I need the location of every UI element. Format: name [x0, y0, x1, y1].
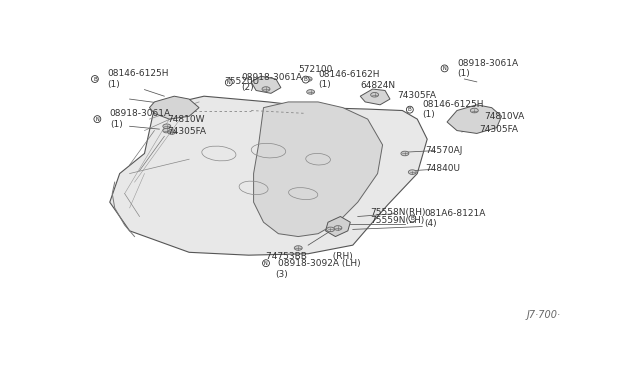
- Text: 74810VA: 74810VA: [484, 112, 525, 121]
- Text: 08146-6125H
(1): 08146-6125H (1): [422, 100, 484, 119]
- Text: N: N: [264, 261, 268, 266]
- Text: 74305FA: 74305FA: [397, 91, 436, 100]
- Circle shape: [470, 108, 478, 113]
- Circle shape: [401, 151, 409, 156]
- Text: N: N: [95, 116, 99, 122]
- Text: 75559N(LH): 75559N(LH): [370, 216, 424, 225]
- Circle shape: [334, 226, 342, 230]
- Circle shape: [307, 90, 315, 94]
- Text: 74840U: 74840U: [425, 164, 460, 173]
- Text: 74753BB         (RH): 74753BB (RH): [266, 251, 353, 260]
- Circle shape: [294, 246, 302, 250]
- Text: B: B: [410, 216, 414, 221]
- Polygon shape: [253, 102, 383, 237]
- Circle shape: [163, 128, 171, 133]
- Text: 74810W: 74810W: [167, 115, 204, 124]
- Text: 75520U: 75520U: [224, 77, 259, 86]
- Circle shape: [262, 87, 270, 92]
- Text: 572100: 572100: [298, 65, 333, 74]
- Circle shape: [168, 130, 176, 134]
- Text: B: B: [408, 107, 412, 112]
- Circle shape: [371, 93, 379, 97]
- Text: 75558N(RH): 75558N(RH): [370, 208, 426, 217]
- Text: 74570AJ: 74570AJ: [425, 145, 462, 154]
- Text: 74305FA: 74305FA: [167, 126, 206, 136]
- Text: B: B: [304, 77, 308, 82]
- Polygon shape: [251, 76, 281, 93]
- Text: 08146-6162H
(1): 08146-6162H (1): [318, 70, 380, 89]
- Text: N: N: [227, 80, 230, 85]
- Text: 64824N: 64824N: [360, 81, 396, 90]
- Circle shape: [408, 170, 416, 174]
- Polygon shape: [326, 217, 350, 237]
- Polygon shape: [360, 89, 390, 105]
- Text: (3): (3): [275, 270, 287, 279]
- Text: N: N: [443, 66, 447, 71]
- Circle shape: [304, 77, 312, 81]
- Polygon shape: [110, 96, 428, 255]
- Text: B: B: [93, 77, 97, 81]
- Circle shape: [326, 227, 335, 232]
- Circle shape: [163, 124, 171, 129]
- Text: 08918-3061A
(1): 08918-3061A (1): [110, 109, 171, 129]
- Polygon shape: [150, 96, 199, 119]
- Text: J7·700·: J7·700·: [527, 310, 561, 320]
- Polygon shape: [447, 105, 502, 134]
- Text: 08918-3061A
(2): 08918-3061A (2): [241, 73, 302, 92]
- Text: 08918-3092A (LH): 08918-3092A (LH): [278, 259, 361, 268]
- Text: 08146-6125H
(1): 08146-6125H (1): [108, 69, 169, 89]
- Text: 081A6-8121A
(4): 081A6-8121A (4): [425, 209, 486, 228]
- Text: 74305FA: 74305FA: [479, 125, 518, 134]
- Text: 08918-3061A
(1): 08918-3061A (1): [457, 59, 518, 78]
